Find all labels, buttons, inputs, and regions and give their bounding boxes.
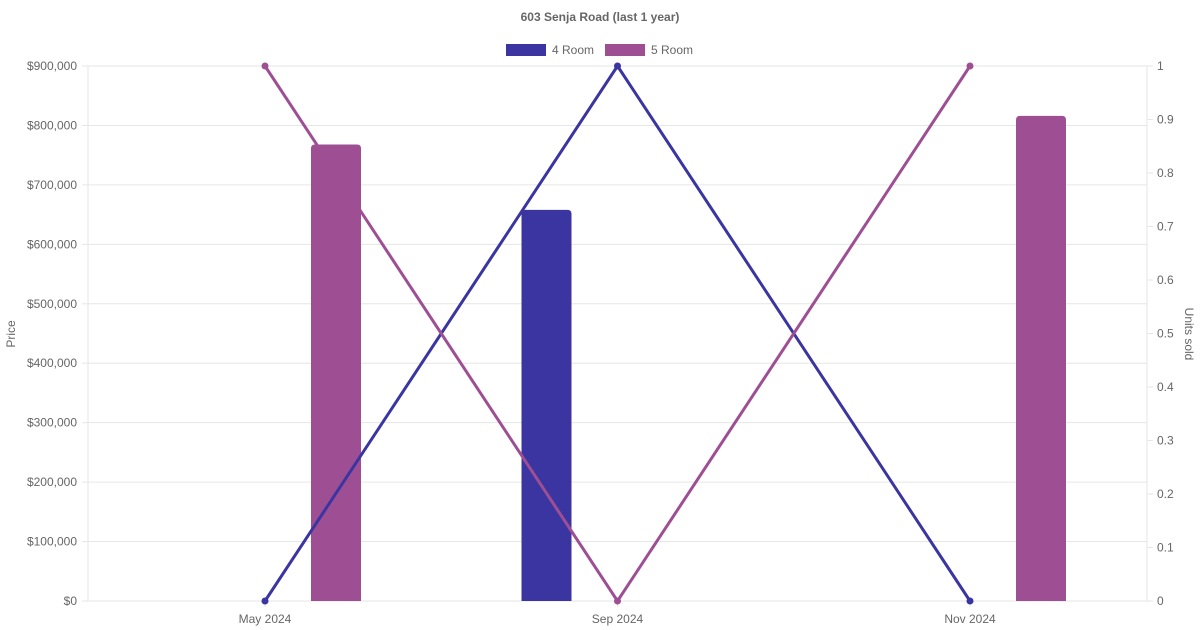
point-4-room[interactable]: [261, 597, 269, 605]
bar-4-room-sep-2024[interactable]: [521, 209, 572, 601]
right-axis-title: Units sold: [1182, 308, 1196, 361]
point-4-room[interactable]: [614, 62, 621, 70]
right-tick-label: 1: [1157, 59, 1164, 73]
right-tick-label: 0.9: [1157, 113, 1174, 127]
x-tick-label: Sep 2024: [592, 612, 644, 626]
point-5-room[interactable]: [614, 597, 621, 605]
right-tick-label: 0.2: [1157, 487, 1174, 501]
right-tick-label: 0.1: [1157, 541, 1174, 555]
right-tick-label: 0.4: [1157, 380, 1174, 394]
left-tick-label: $800,000: [27, 118, 77, 132]
line-4-room: [263, 63, 972, 602]
left-tick-label: $200,000: [27, 475, 77, 489]
left-tick-label: $100,000: [27, 535, 77, 549]
legend: 4 Room 5 Room: [506, 43, 693, 57]
chart-title: 603 Senja Road (last 1 year): [521, 10, 680, 24]
left-tick-label: $0: [64, 594, 78, 608]
right-tick-label: 0.8: [1157, 166, 1174, 180]
left-axis-title: Price: [4, 320, 18, 348]
left-tick-label: $700,000: [27, 178, 77, 192]
legend-label-4-room: 4 Room: [552, 43, 594, 57]
legend-swatch-5-room: [605, 44, 645, 56]
right-tick-label: 0.6: [1157, 273, 1174, 287]
point-4-room[interactable]: [966, 597, 974, 605]
grid-lines: [82, 65, 1153, 607]
legend-item-4-room[interactable]: 4 Room: [506, 43, 594, 57]
left-axis-ticks: $0 $100,000 $200,000 $300,000 $400,000 $500,0…: [27, 59, 77, 608]
point-5-room[interactable]: [261, 62, 269, 70]
left-tick-label: $500,000: [27, 297, 77, 311]
right-tick-label: 0: [1157, 594, 1164, 608]
x-axis-ticks: May 2024 Sep 2024 Nov 2024: [239, 612, 996, 626]
x-tick-label: Nov 2024: [944, 612, 996, 626]
bar-5-room-may-2024[interactable]: [311, 144, 361, 601]
point-5-room[interactable]: [966, 62, 974, 70]
left-tick-label: $600,000: [27, 237, 77, 251]
bars: [311, 115, 1066, 601]
right-tick-label: 0.7: [1157, 220, 1174, 234]
legend-swatch-4-room: [506, 44, 546, 56]
x-tick-label: May 2024: [239, 612, 292, 626]
legend-label-5-room: 5 Room: [651, 43, 693, 57]
bar-5-room-nov-2024[interactable]: [1016, 115, 1066, 601]
left-tick-label: $400,000: [27, 356, 77, 370]
line-5-room: [263, 65, 972, 604]
left-tick-label: $300,000: [27, 416, 77, 430]
right-axis-ticks: 0 0.1 0.2 0.3 0.4 0.5 0.6 0.7 0.8 0.9 1: [1157, 59, 1174, 608]
right-tick-label: 0.5: [1157, 327, 1174, 341]
lines: [261, 62, 974, 605]
legend-item-5-room[interactable]: 5 Room: [605, 43, 693, 57]
right-tick-label: 0.3: [1157, 434, 1174, 448]
left-tick-label: $900,000: [27, 59, 77, 73]
